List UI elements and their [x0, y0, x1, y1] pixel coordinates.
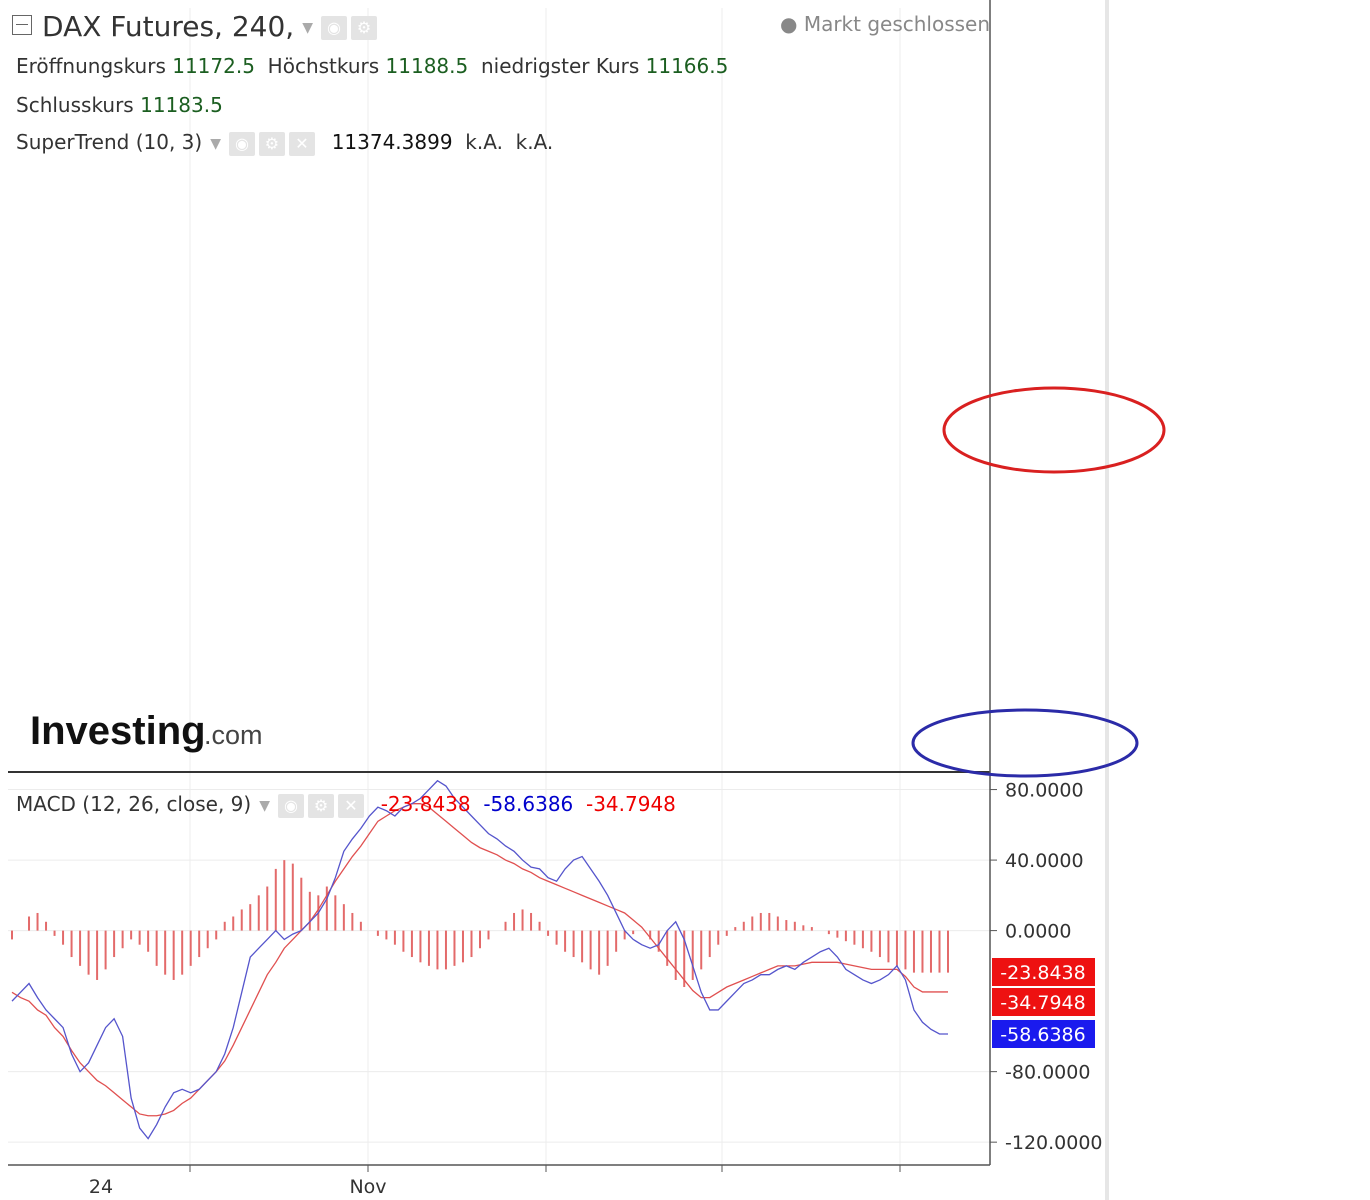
blue-circle-annotation: [911, 708, 1139, 778]
close-label: Schlusskurs: [16, 93, 134, 117]
close-icon[interactable]: ✕: [288, 131, 315, 156]
macd-label: MACD (12, 26, close, 9): [16, 792, 252, 816]
ohlc-row: Eröffnungskurs 11172.5 Höchstkurs 11188.…: [16, 54, 728, 78]
macd-legend: MACD (12, 26, close, 9) ▼ ◉ ⚙ ✕ -23.8438 -58…: [16, 792, 676, 818]
axes: 11000.011100.011200.011300.011400.011500…: [8, 0, 1109, 1200]
macd-tick-label: 40.0000: [1005, 850, 1084, 872]
chevron-down-icon[interactable]: ▼: [210, 135, 221, 152]
macd-signal-value: -34.7948: [585, 792, 676, 816]
macd-line: [11, 779, 948, 1140]
macd-tick-label: 80.0000: [1005, 780, 1084, 802]
supertrend-na-1: k.A.: [465, 130, 503, 154]
open-label: Eröffnungskurs: [16, 54, 166, 78]
macd-tick-label: -120.0000: [1005, 1132, 1103, 1154]
macd-signal-badge: [992, 988, 1095, 1016]
supertrend-value: 11374.3899: [331, 130, 453, 154]
open-value: 11172.5: [172, 54, 255, 78]
gear-icon[interactable]: ⚙: [307, 793, 334, 818]
grid: [8, 8, 990, 1165]
chart-header: DAX Futures, 240, ▼ ◉ ⚙: [12, 10, 381, 43]
high-label: Höchstkurs: [267, 54, 380, 78]
high-value: 11188.5: [385, 54, 469, 78]
watermark-brand: Investing: [30, 709, 206, 753]
time-tick-label: 24: [89, 1176, 113, 1198]
time-tick-label: Nov: [349, 1176, 386, 1198]
investing-watermark: Investing .com: [30, 709, 263, 753]
macd-histogram-badge: [992, 958, 1095, 986]
macd-tick-label: 0.0000: [1005, 921, 1071, 943]
supertrend-na-2: k.A.: [515, 130, 554, 154]
chevron-down-icon[interactable]: ▼: [302, 20, 313, 36]
macd-line-badge: [992, 1020, 1095, 1048]
close-value: 11183.5: [140, 93, 223, 117]
price-panel: [8, 8, 990, 772]
collapse-icon[interactable]: [12, 15, 32, 35]
macd-plot[interactable]: [11, 779, 949, 1140]
eye-icon[interactable]: ◉: [321, 16, 347, 40]
supertrend-label: SuperTrend (10, 3): [16, 130, 203, 154]
macd-signal-line: [11, 803, 948, 1117]
macd-histogram-value: -23.8438: [380, 792, 471, 816]
gear-icon[interactable]: ⚙: [258, 131, 285, 156]
eye-icon[interactable]: ◉: [277, 793, 304, 818]
symbol-title: DAX Futures, 240,: [42, 10, 295, 43]
eye-icon[interactable]: ◉: [228, 131, 255, 156]
low-value: 11166.5: [645, 54, 729, 78]
market-status: ● Markt geschlossen: [780, 12, 990, 36]
gear-icon[interactable]: ⚙: [351, 16, 377, 40]
market-status-text: Markt geschlossen: [803, 12, 991, 36]
macd-tick-label: -80.0000: [1005, 1062, 1090, 1084]
supertrend-legend: SuperTrend (10, 3) ▼ ◉ ⚙ ✕ 11374.3899 k.A. k…: [16, 130, 553, 156]
chevron-down-icon[interactable]: ▼: [259, 797, 270, 814]
macd-line-badge-label: -58.6386: [1000, 1024, 1085, 1046]
status-dot-icon: ●: [780, 12, 798, 36]
red-circle-annotation: [942, 386, 1166, 474]
macd-signal-badge-label: -34.7948: [1000, 992, 1085, 1014]
macd-histogram-badge-label: -23.8438: [1000, 962, 1085, 984]
watermark-suffix: .com: [204, 720, 263, 750]
low-label: niedrigster Kurs: [480, 54, 640, 78]
macd-line-value: -58.6386: [483, 792, 574, 816]
close-row: Schlusskurs 11183.5: [16, 93, 223, 117]
annotations: [911, 386, 1166, 778]
close-icon[interactable]: ✕: [337, 793, 364, 818]
